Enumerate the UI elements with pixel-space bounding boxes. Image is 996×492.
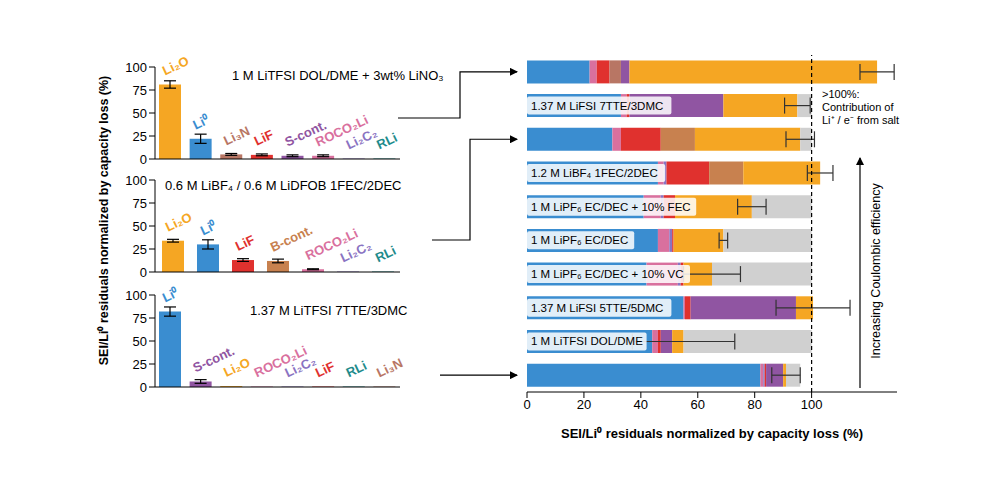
svg-text:S-cont.: S-cont. [190, 343, 237, 376]
svg-text:1 M LiPF₆ EC/DEC + 10% FEC: 1 M LiPF₆ EC/DEC + 10% FEC [531, 201, 691, 213]
html-text:1.37 M LiTFSI 7TTE/3DMC: 1.37 M LiTFSI 7TTE/3DMC [250, 303, 408, 318]
svg-text:1.2 M LiBF₄ 1FEC/2DEC: 1.2 M LiBF₄ 1FEC/2DEC [531, 167, 658, 179]
svg-text:SEI/Li⁰ residuals normalized b: SEI/Li⁰ residuals normalized by capacity… [561, 426, 863, 441]
svg-text:Li⁰: Li⁰ [198, 218, 219, 239]
svg-text:0: 0 [140, 380, 147, 395]
svg-text:RLi: RLi [344, 358, 369, 380]
svg-text:Li₂C₂: Li₂C₂ [282, 352, 319, 381]
svg-text:RLi: RLi [374, 130, 399, 152]
svg-text:50: 50 [133, 219, 147, 234]
svg-text:25: 25 [133, 129, 147, 144]
svg-text:20: 20 [577, 397, 591, 412]
html-text:1 M LiTFSI DOL/DME + 3wt% LiNO: 1 M LiTFSI DOL/DME + 3wt% LiNO₃ [232, 68, 444, 83]
svg-text:80: 80 [747, 397, 761, 412]
svg-text:Li⁰: Li⁰ [191, 112, 212, 133]
svg-text:75: 75 [133, 311, 147, 326]
svg-text:Li₂O: Li₂O [163, 209, 194, 234]
svg-text:LiF: LiF [252, 127, 276, 149]
svg-text:25: 25 [133, 242, 147, 257]
html-text:>100%: Contribution of Li⁺ / e: >100%: Contribution of Li⁺ / e⁻ from sal… [822, 88, 900, 126]
svg-text:Li₃N: Li₃N [374, 355, 405, 380]
svg-text:0: 0 [523, 397, 530, 412]
svg-text:50: 50 [133, 334, 147, 349]
svg-text:ROCO₂Li: ROCO₂Li [251, 342, 310, 381]
svg-text:100: 100 [125, 173, 147, 188]
svg-text:1.37 M LiFSI 5TTE/5DMC: 1.37 M LiFSI 5TTE/5DMC [531, 302, 663, 314]
svg-text:LiF: LiF [313, 358, 337, 380]
svg-text:1 M LiPF₆ EC/DEC + 10% VC: 1 M LiPF₆ EC/DEC + 10% VC [531, 268, 684, 280]
svg-text:1 M LiPF₆ EC/DEC: 1 M LiPF₆ EC/DEC [531, 234, 628, 246]
svg-text:50: 50 [133, 106, 147, 121]
svg-text:ROCO₂Li: ROCO₂Li [313, 112, 371, 150]
svg-text:75: 75 [133, 196, 147, 211]
svg-text:100: 100 [125, 60, 147, 75]
svg-text:100: 100 [125, 288, 147, 303]
svg-text:0: 0 [140, 265, 147, 280]
svg-text:Li₃N: Li₃N [221, 123, 252, 148]
svg-text:Li₂O: Li₂O [160, 55, 191, 78]
svg-text:25: 25 [133, 357, 147, 372]
svg-text:40: 40 [634, 397, 648, 412]
svg-text:60: 60 [691, 397, 705, 412]
svg-text:1.37 M LiFSI 7TTE/3DMC: 1.37 M LiFSI 7TTE/3DMC [531, 100, 663, 112]
svg-text:75: 75 [133, 83, 147, 98]
svg-text:Li⁰: Li⁰ [160, 285, 181, 306]
svg-text:0: 0 [140, 152, 147, 167]
svg-text:Li₂C₂: Li₂C₂ [338, 238, 374, 265]
svg-text:S-cont.: S-cont. [282, 117, 329, 150]
html-text:SEI/Li⁰ residuals normalized b: SEI/Li⁰ residuals normalized by capacity… [96, 75, 111, 366]
svg-text:LiF: LiF [233, 232, 257, 254]
svg-text:Li₂O: Li₂O [221, 355, 252, 380]
svg-text:1 M LiTFSI DOL/DME: 1 M LiTFSI DOL/DME [531, 335, 643, 347]
html-text:0.6 M LiBF₄ / 0.6 M LiDFOB 1FE: 0.6 M LiBF₄ / 0.6 M LiDFOB 1FEC/2DEC [165, 178, 402, 193]
svg-text:B-cont.: B-cont. [267, 222, 315, 255]
svg-text:ROCO₂Li: ROCO₂Li [302, 225, 361, 263]
svg-text:Li₂C₂: Li₂C₂ [343, 124, 380, 153]
html-text:Increasing Coulombic efficienc: Increasing Coulombic efficiency [869, 183, 883, 359]
svg-text:RLi: RLi [373, 243, 398, 265]
svg-text:100: 100 [801, 397, 823, 412]
